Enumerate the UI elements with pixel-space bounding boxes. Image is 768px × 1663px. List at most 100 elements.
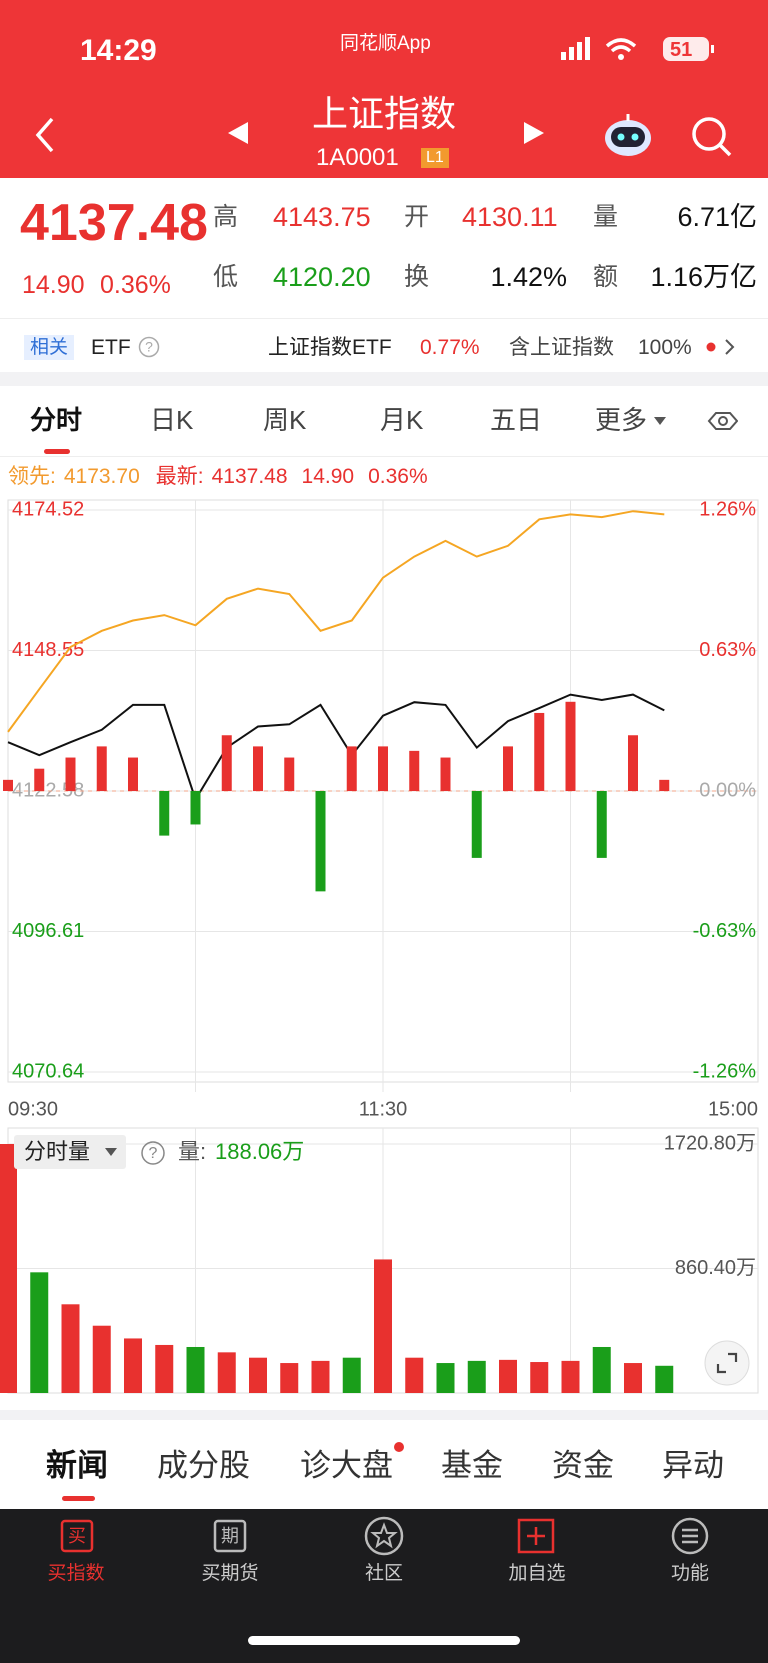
section-gap <box>0 1410 768 1420</box>
momentum-bar <box>253 746 263 791</box>
volume-bar <box>592 1346 611 1393</box>
momentum-bar <box>503 746 513 791</box>
open-value: 4130.11 <box>462 202 558 232</box>
y-tick-label: 1720.80万 <box>664 1132 756 1154</box>
volume-bar <box>0 1144 17 1393</box>
back-button[interactable] <box>30 115 60 155</box>
nav-item[interactable]: 社区 <box>364 1563 403 1584</box>
settings-icon[interactable] <box>648 410 738 432</box>
help-icon[interactable]: ? <box>140 1140 166 1166</box>
divider <box>0 318 768 319</box>
lead-value: 4173.70 <box>63 465 140 488</box>
momentum-bar <box>3 779 13 791</box>
volume-bar <box>186 1346 205 1393</box>
robot-button[interactable] <box>602 112 654 160</box>
volume-selector-label: 分时量 <box>24 1139 91 1164</box>
momentum-bar <box>440 757 451 791</box>
status-app: 同花顺App <box>340 33 431 54</box>
y-tick-label: 4096.61 <box>12 920 84 942</box>
momentum-bar <box>346 746 357 791</box>
volume-bar <box>155 1344 174 1393</box>
low-label: 低 <box>213 263 239 291</box>
lead-label: 领先: <box>8 465 56 488</box>
news-tab[interactable]: 诊大盘 <box>300 1448 393 1483</box>
open-label: 开 <box>404 203 430 231</box>
prev-index[interactable] <box>226 120 250 146</box>
momentum-bar <box>128 757 138 791</box>
momentum-bar <box>409 750 420 791</box>
y2-tick-label: -0.63% <box>693 920 757 942</box>
status-time: 14:29 <box>80 34 157 67</box>
svg-text:?: ? <box>149 1145 158 1162</box>
volume-bar <box>217 1352 236 1393</box>
nav-item[interactable]: 功能 <box>670 1563 709 1584</box>
period-tab[interactable]: 五日 <box>490 405 543 435</box>
momentum-bar <box>65 757 76 791</box>
news-tab[interactable]: 异动 <box>662 1448 724 1483</box>
volume-bar <box>124 1338 142 1393</box>
etf-name[interactable]: 上证指数ETF <box>268 336 392 359</box>
expand-button[interactable] <box>704 1340 750 1386</box>
home-indicator <box>248 1636 520 1645</box>
period-tab[interactable]: 日K <box>150 405 194 435</box>
nav-icons: 买 期 <box>60 1516 709 1556</box>
momentum-bar <box>190 791 201 825</box>
chart-info: 领先: 4173.70 最新: 4137.48 14.90 0.36% <box>8 466 428 487</box>
volume-bar <box>249 1357 267 1393</box>
amount-value: 1.16万亿 <box>650 262 757 292</box>
news-tab[interactable]: 资金 <box>552 1448 614 1483</box>
holding-label: 含上证指数 <box>509 336 614 359</box>
related-etf[interactable]: ETF <box>91 336 131 359</box>
holding-pct: 100% <box>638 336 692 359</box>
battery-level: 51 <box>670 39 693 61</box>
related-tag: 相关 <box>24 335 75 360</box>
high-value: 4143.75 <box>273 202 371 232</box>
period-tab[interactable]: 周K <box>263 405 307 435</box>
badge-dot <box>394 1442 404 1452</box>
momentum-bar <box>534 712 545 791</box>
volume-bar <box>280 1363 299 1393</box>
nav-item[interactable]: 买期货 <box>201 1563 259 1584</box>
nav-item[interactable]: 买指数 <box>47 1563 105 1584</box>
volume-now: 188.06万 <box>215 1139 305 1164</box>
period-tab[interactable]: 月K <box>380 405 424 435</box>
charts: 4174.524148.554122.584096.614070.641.26%… <box>0 498 759 1394</box>
news-tab[interactable]: 基金 <box>441 1448 503 1483</box>
last-price: 4137.48 <box>20 194 208 252</box>
y-tick-label: 860.40万 <box>675 1257 756 1279</box>
y-tick-label: 4148.55 <box>12 639 84 661</box>
momentum-bar <box>315 791 326 892</box>
y2-tick-label: 1.26% <box>699 498 756 520</box>
volume-bar <box>61 1304 80 1393</box>
svg-text:?: ? <box>145 339 153 355</box>
momentum-bar <box>221 735 232 791</box>
nav-item[interactable]: 加自选 <box>508 1563 566 1584</box>
period-tab[interactable]: 更多 <box>595 405 648 435</box>
x-tick-label: 15:00 <box>708 1098 758 1120</box>
momentum-bar <box>628 735 638 791</box>
momentum-bar <box>284 757 295 791</box>
more-arrow[interactable] <box>706 336 736 358</box>
latest-change: 14.90 <box>301 465 355 488</box>
period-tab[interactable]: 分时 <box>30 405 83 435</box>
search-button[interactable] <box>690 115 734 159</box>
volume-bar <box>467 1360 486 1393</box>
news-tab[interactable]: 新闻 <box>46 1448 108 1483</box>
svg-text:买: 买 <box>68 1526 86 1546</box>
volume-now-label: 量: <box>178 1139 207 1164</box>
help-icon[interactable]: ? <box>138 336 160 358</box>
etf-change: 0.77% <box>420 336 480 359</box>
volume-bar <box>436 1363 455 1393</box>
news-tab[interactable]: 成分股 <box>157 1448 250 1483</box>
momentum-bar <box>96 746 107 791</box>
next-index[interactable] <box>522 120 546 146</box>
section-gap <box>0 372 768 386</box>
dropdown-arrow <box>105 1148 117 1156</box>
high-label: 高 <box>213 203 239 231</box>
momentum-bar <box>596 791 607 858</box>
page-title: 上证指数 <box>311 93 456 134</box>
amount-label: 额 <box>593 263 619 291</box>
volume-selector[interactable] <box>14 1135 126 1169</box>
